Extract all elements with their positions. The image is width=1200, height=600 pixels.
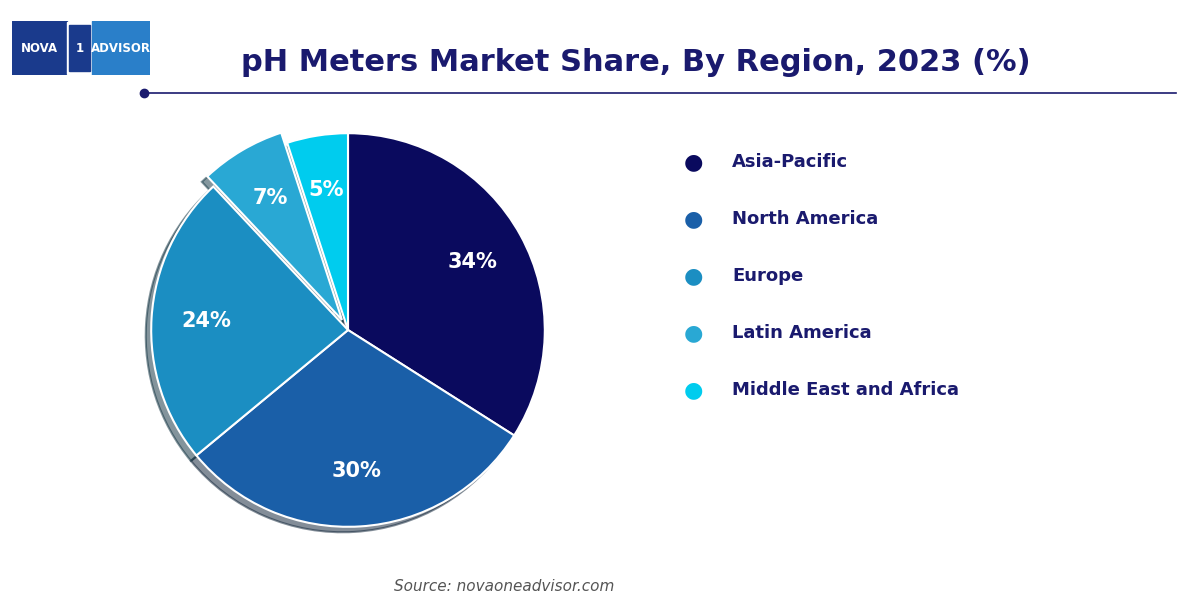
Bar <box>92 21 150 75</box>
Text: NOVA: NOVA <box>22 41 58 55</box>
Wedge shape <box>348 133 545 436</box>
Text: Source: novaoneadvisor.com: Source: novaoneadvisor.com <box>394 579 614 594</box>
Text: Asia-Pacific: Asia-Pacific <box>732 153 848 171</box>
Text: ●: ● <box>684 380 703 400</box>
Text: ●: ● <box>684 323 703 343</box>
Bar <box>70 25 90 71</box>
Wedge shape <box>197 330 514 527</box>
Text: North America: North America <box>732 210 878 228</box>
Text: pH Meters Market Share, By Region, 2023 (%): pH Meters Market Share, By Region, 2023 … <box>241 48 1031 77</box>
Text: ●: ● <box>684 209 703 229</box>
Text: Europe: Europe <box>732 267 803 285</box>
Wedge shape <box>287 133 348 330</box>
Bar <box>67 22 92 74</box>
Text: 30%: 30% <box>332 461 382 481</box>
Text: 5%: 5% <box>308 180 343 200</box>
Text: ●: ● <box>684 266 703 286</box>
Text: ●: ● <box>684 152 703 172</box>
Text: 1: 1 <box>76 41 84 55</box>
Wedge shape <box>151 187 348 455</box>
Text: ADVISOR: ADVISOR <box>91 41 151 55</box>
Text: Latin America: Latin America <box>732 324 871 342</box>
Text: 7%: 7% <box>252 188 288 208</box>
Text: 24%: 24% <box>181 311 232 331</box>
Text: Middle East and Africa: Middle East and Africa <box>732 381 959 399</box>
Wedge shape <box>208 133 342 320</box>
Text: 34%: 34% <box>448 252 497 272</box>
Bar <box>12 21 67 75</box>
